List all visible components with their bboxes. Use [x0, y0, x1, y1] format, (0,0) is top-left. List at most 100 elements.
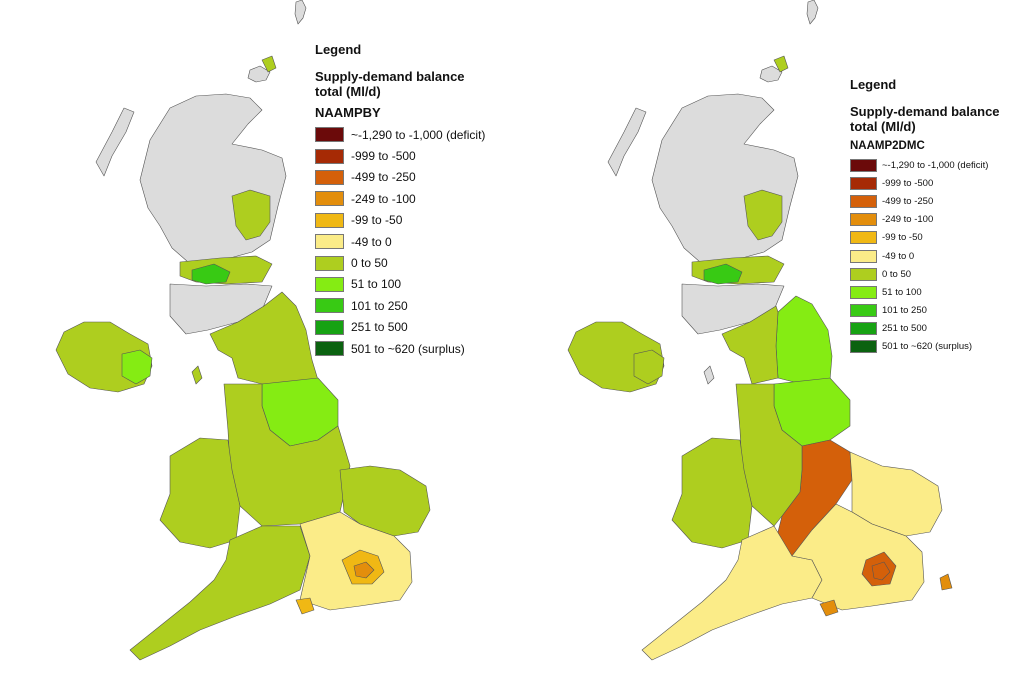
- legend-item-label: -49 to 0: [882, 250, 915, 262]
- legend-scenario-name: NAAMP2DMC: [850, 140, 925, 152]
- scotland-aberdeenshire: [743, 189, 783, 241]
- legend-swatch: [850, 322, 877, 336]
- legend-item: 501 to ~620 (surplus): [315, 338, 485, 359]
- legend-item: 501 to ~620 (surplus): [850, 338, 1010, 356]
- wales: [671, 437, 753, 549]
- legend-swatch: [315, 127, 344, 143]
- legend-item: -999 to -500: [850, 174, 1010, 192]
- legend-item-label: ~-1,290 to -1,000 (deficit): [351, 127, 486, 142]
- legend-subtitle: Supply-demand balance total (Ml/d): [850, 104, 1000, 134]
- legend-swatch: [315, 234, 344, 250]
- legend-item-label: -99 to -50: [882, 232, 923, 244]
- legend-item-label: -999 to -500: [351, 149, 416, 164]
- legend-title: Legend: [315, 42, 362, 57]
- northern-ireland-east: [121, 349, 153, 385]
- legend-swatch: [315, 341, 344, 357]
- legend-item: 0 to 50: [315, 252, 485, 273]
- northern-ireland-east: [633, 349, 665, 385]
- legend-item: ~-1,290 to -1,000 (deficit): [315, 124, 485, 145]
- legend-swatch: [850, 158, 877, 172]
- isle-of-man: [191, 365, 203, 385]
- legend-swatch: [850, 285, 877, 299]
- legend-swatch: [315, 169, 344, 185]
- legend-item-label: 251 to 500: [882, 323, 927, 335]
- orkney-islands: [759, 65, 783, 83]
- legend-item: -249 to -100: [850, 211, 1010, 229]
- scotland-forth-valley: [703, 263, 743, 285]
- legend-swatch: [315, 212, 344, 228]
- legend-swatch: [850, 231, 877, 245]
- legend-subtitle: Supply-demand balance total (Ml/d): [315, 69, 465, 99]
- london-core: [353, 561, 375, 579]
- legend-item-label: 501 to ~620 (surplus): [351, 341, 465, 356]
- legend-swatch: [850, 267, 877, 281]
- legend-item: -99 to -50: [315, 210, 485, 231]
- legend-swatch: [850, 249, 877, 263]
- uk-map-naampby: [55, 0, 431, 661]
- legend-title: Legend: [850, 77, 897, 92]
- legend-swatch: [850, 213, 877, 227]
- legend-item: -49 to 0: [315, 231, 485, 252]
- south-east: [791, 503, 925, 611]
- hampshire-coast: [819, 599, 839, 617]
- legend-item-label: -49 to 0: [351, 234, 392, 249]
- legend-item: ~-1,290 to -1,000 (deficit): [850, 156, 1010, 174]
- legend-item: -499 to -250: [315, 167, 485, 188]
- legend-swatch: [315, 148, 344, 164]
- legend-swatch: [315, 276, 344, 292]
- legend-swatch: [315, 191, 344, 207]
- scotland-highlands: [651, 93, 799, 263]
- map-panel-naamp2dmc: Legend Supply-demand balance total (Ml/d…: [512, 0, 1024, 682]
- legend-items: ~-1,290 to -1,000 (deficit) -999 to -500 -…: [850, 156, 1010, 356]
- wales: [159, 437, 241, 549]
- outer-hebrides: [95, 107, 135, 177]
- legend-swatch: [850, 304, 877, 318]
- south-west: [129, 525, 311, 661]
- legend-swatch: [850, 194, 877, 208]
- legend-item: -49 to 0: [850, 247, 1010, 265]
- map-panel-naampby: Legend Supply-demand balance total (Ml/d…: [55, 0, 485, 661]
- legend-item-label: 0 to 50: [351, 256, 388, 271]
- isle-of-man: [703, 365, 715, 385]
- legend-item-label: ~-1,290 to -1,000 (deficit): [882, 159, 989, 171]
- legend-item: 251 to 500: [850, 320, 1010, 338]
- uk-map-naamp2dmc: [567, 0, 953, 661]
- legend-item: -99 to -50: [850, 229, 1010, 247]
- legend-item-label: -499 to -250: [351, 170, 416, 185]
- shetland-islands: [294, 0, 307, 25]
- legend-item-label: 51 to 100: [882, 286, 922, 298]
- legend-item-label: 101 to 250: [882, 305, 927, 317]
- legend-item: 251 to 500: [315, 317, 485, 338]
- legend-item-label: -999 to -500: [882, 177, 934, 189]
- north-england: [209, 291, 319, 385]
- north-west-england: [721, 305, 779, 385]
- scotland-highlands: [139, 93, 287, 263]
- legend-item-label: 101 to 250: [351, 298, 408, 313]
- legend-item: 51 to 100: [315, 274, 485, 295]
- legend-item: -249 to -100: [315, 188, 485, 209]
- north-isles-green: [773, 55, 789, 73]
- scotland-aberdeenshire: [231, 189, 271, 241]
- east-anglia: [339, 465, 431, 537]
- legend-item-label: 501 to ~620 (surplus): [882, 341, 973, 353]
- legend-swatch: [315, 255, 344, 271]
- legend-item: 0 to 50: [850, 265, 1010, 283]
- legend-item-label: 51 to 100: [351, 277, 402, 292]
- east-anglia: [849, 451, 943, 537]
- legend-item-label: 0 to 50: [882, 268, 912, 280]
- legend-item-label: -249 to -100: [882, 214, 934, 226]
- orkney-islands: [247, 65, 271, 83]
- legend-item: -499 to -250: [850, 192, 1010, 210]
- shetland-islands: [806, 0, 819, 25]
- legend-scenario-name: NAAMPBY: [315, 105, 381, 120]
- north-england: [775, 295, 833, 385]
- legend-swatch: [315, 298, 344, 314]
- north-isles-green: [261, 55, 277, 73]
- legend-swatch: [850, 340, 877, 354]
- legend-item-label: -99 to -50: [351, 213, 403, 228]
- legend-naamp2dmc: Legend Supply-demand balance total (Ml/d…: [850, 77, 1010, 356]
- kent-coast: [939, 573, 953, 591]
- legend-item: 101 to 250: [315, 295, 485, 316]
- outer-hebrides: [607, 107, 647, 177]
- legend-item-label: -499 to -250: [882, 195, 934, 207]
